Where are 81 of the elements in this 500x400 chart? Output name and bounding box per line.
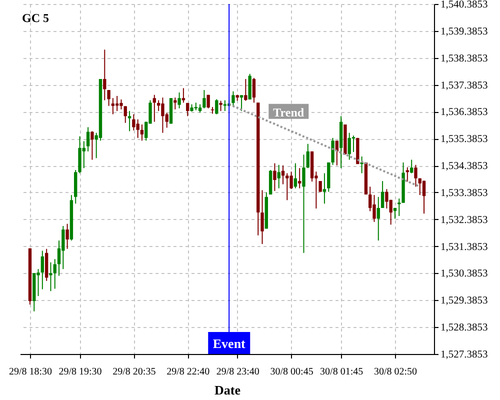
candlestick [302, 154, 306, 254]
x-tick-label: 29/8 23:40 [216, 366, 260, 378]
candlestick [414, 164, 418, 188]
candlestick [232, 90, 235, 106]
candlestick [124, 106, 127, 124]
candlestick [410, 159, 414, 174]
y-tick-label: 1,536.3853 [440, 107, 488, 118]
x-tick-label: 30/8 01:45 [320, 366, 364, 378]
y-tick-label: 1,527.3853 [440, 350, 488, 360]
candlestick [422, 180, 426, 214]
x-tick-label: 29/8 19:30 [58, 366, 102, 378]
y-tick-label: 1,531.3853 [440, 242, 488, 253]
y-tick-label: 1,537.3853 [440, 80, 488, 92]
y-tick-label: 1,530.3853 [440, 268, 488, 280]
candlestick [352, 135, 356, 152]
y-tick-label: 1,538.3853 [440, 53, 488, 64]
candlestick [376, 196, 380, 242]
candlestick [140, 124, 144, 142]
candlestick [161, 97, 164, 134]
x-tick-label: 29/8 22:40 [166, 366, 210, 378]
candlestick [273, 162, 276, 192]
series-label: Trend [273, 105, 304, 120]
candlestick [215, 98, 218, 115]
x-tick-label: 30/8 02:50 [374, 366, 418, 378]
candlestick [182, 88, 186, 104]
candlestick [418, 178, 422, 196]
candlestick [248, 73, 252, 100]
candlestick [260, 190, 264, 245]
candlestick [90, 130, 94, 160]
candlestick [294, 162, 298, 189]
candlestick [290, 171, 293, 190]
y-tick-label: 1,540.3853 [440, 0, 488, 10]
candlestick [348, 132, 351, 160]
candlestick [202, 90, 206, 109]
candlestick [268, 169, 272, 195]
candlestick [86, 126, 90, 152]
candlestick [111, 98, 115, 115]
candlestick [120, 98, 123, 110]
y-tick-label: 1,535.3853 [440, 134, 488, 146]
candlestick [186, 102, 190, 117]
candlestick [252, 77, 256, 104]
candlestick [277, 164, 280, 189]
candlestick [380, 180, 384, 208]
x-tick-label: 30/8 00:45 [270, 366, 314, 378]
annotation: Event [212, 336, 246, 351]
candlestick [136, 118, 140, 138]
candlestick [62, 225, 65, 270]
candlestick [82, 140, 86, 169]
line-series [228, 103, 421, 188]
candlestick [306, 143, 310, 169]
x-tick-label: 29/8 20:35 [112, 366, 156, 378]
candlestick [128, 110, 132, 132]
candlestick [244, 78, 248, 102]
y-tick-label: 1,532.3853 [440, 214, 488, 226]
candlestick [360, 156, 364, 174]
candlestick [318, 180, 322, 192]
y-tick-label: 1,533.3853 [440, 188, 488, 199]
candlestick [219, 100, 222, 112]
text: GC 5 [22, 11, 49, 25]
candlestick [132, 114, 136, 131]
candlestick [49, 262, 52, 292]
y-tick-label: 1,534.3853 [440, 161, 488, 172]
candlestick [372, 194, 376, 222]
y-tick-label: 1,539.3853 [440, 26, 488, 38]
candlestick [66, 223, 69, 250]
y-tick-label: 1,528.3853 [440, 322, 488, 334]
candlestick [40, 250, 44, 290]
x-tick-label: 29/8 18:30 [8, 366, 52, 378]
x-axis-title: Date [214, 382, 241, 398]
candlestick [385, 188, 388, 209]
candlestick [206, 94, 210, 109]
candlestick [178, 92, 181, 109]
candlestick [152, 94, 156, 122]
candlestick [322, 172, 326, 204]
y-tick-label: 1,529.3853 [440, 296, 488, 307]
candlestick [103, 49, 106, 101]
candlestick [286, 172, 289, 201]
candlestick [107, 90, 110, 106]
candlestick [53, 258, 56, 290]
candlestick [240, 94, 244, 112]
candlestick [298, 168, 302, 189]
